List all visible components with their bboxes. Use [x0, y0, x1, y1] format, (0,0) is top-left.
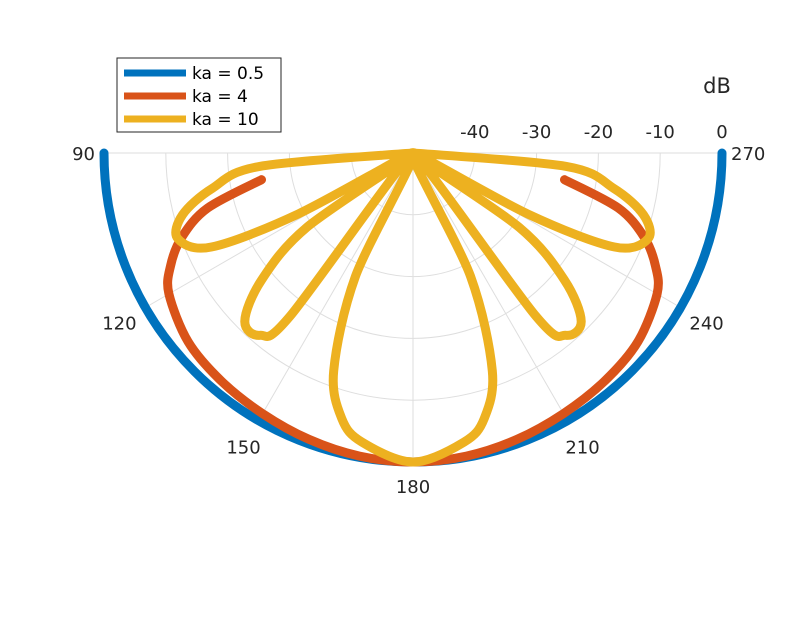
unit-label: dB — [703, 74, 731, 98]
r-tick-label-0: -40 — [460, 122, 489, 143]
r-tick-label-3: -10 — [645, 122, 674, 143]
legend-label-1: ka = 4 — [192, 87, 248, 107]
r-tick-label-4: 0 — [716, 122, 727, 143]
legend: ka = 0.5 ka = 4 ka = 10 — [117, 58, 281, 132]
theta-tick-label-2: 150 — [226, 438, 260, 459]
theta-tick-label-0: 90 — [72, 144, 95, 165]
r-tick-label-1: -30 — [522, 122, 551, 143]
legend-label-0: ka = 0.5 — [192, 64, 264, 84]
theta-tick-label-5: 240 — [689, 314, 723, 335]
legend-label-2: ka = 10 — [192, 110, 259, 130]
r-tick-label-2: -20 — [584, 122, 613, 143]
theta-tick-label-6: 270 — [731, 144, 765, 165]
theta-tick-label-4: 210 — [565, 438, 599, 459]
theta-tick-label-3: 180 — [396, 477, 430, 498]
theta-tick-label-1: 120 — [102, 314, 136, 335]
